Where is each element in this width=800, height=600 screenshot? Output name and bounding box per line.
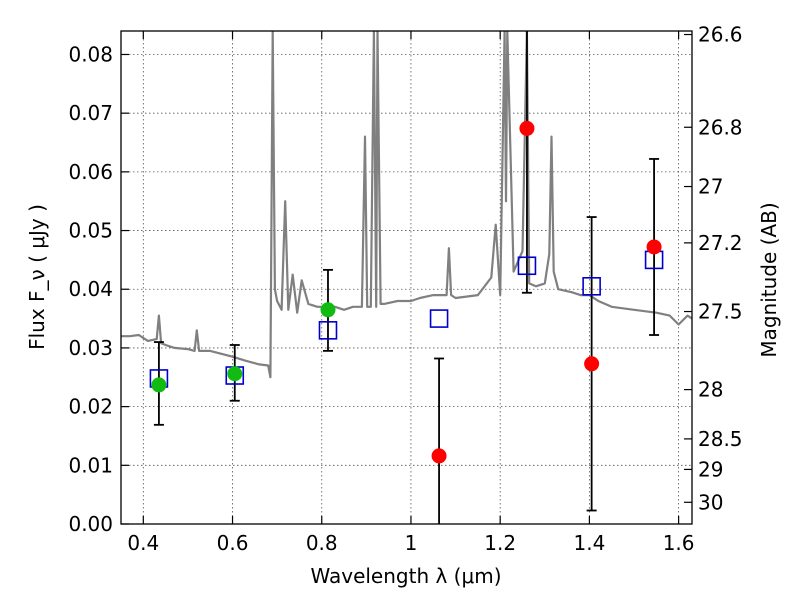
y-tick-label: 0.04	[68, 277, 113, 301]
right-axis-title: Magnitude (AB)	[757, 202, 781, 357]
red-data-point	[646, 239, 662, 255]
x-tick-label: 0.6	[217, 531, 249, 555]
model-square-point	[429, 309, 449, 328]
x-tick-label: 0.8	[306, 531, 338, 555]
x-tick-label: 1.4	[573, 531, 605, 555]
y-tick-label: 0.08	[68, 42, 113, 66]
x-tick-label: 1	[405, 531, 418, 555]
plot-frame	[120, 30, 693, 525]
x-tick-label: 1.2	[484, 531, 516, 555]
y-tick-label: 0.00	[68, 512, 113, 536]
x-tick-label: 0.4	[127, 531, 159, 555]
y-axis-title: Flux F_ν ( μJy )	[25, 204, 49, 350]
spectrum-line	[121, 31, 692, 379]
red-data-point	[519, 120, 535, 136]
tick-layer: 0.4 0.6 0.8 1 1.2 1.4 1.6 0.00 0.01 0.02 0.03 0.04 0…	[68, 23, 742, 555]
y-tick-label: 0.05	[68, 219, 113, 243]
model-square-point	[517, 256, 537, 276]
red-data-point	[584, 356, 600, 372]
green-data-point	[151, 377, 167, 393]
right-tick-label: 28.5	[698, 427, 743, 451]
red-data-point	[431, 448, 447, 464]
right-tick-label: 28	[698, 378, 723, 402]
right-tick-label: 26.6	[698, 23, 743, 47]
right-tick-label: 29	[698, 457, 723, 481]
x-tick-label: 1.6	[663, 531, 695, 555]
x-axis-title: Wavelength λ (μm)	[310, 564, 501, 588]
y-tick-label: 0.01	[68, 453, 113, 477]
y-tick-label: 0.03	[68, 336, 113, 360]
grid	[121, 31, 692, 525]
right-tick-label: 27	[698, 175, 723, 199]
green-data-point	[227, 366, 243, 382]
y-tick-label: 0.06	[68, 160, 113, 184]
y-tick-label: 0.02	[68, 395, 113, 419]
green-data-point	[320, 302, 336, 318]
right-tick-label: 27.2	[698, 231, 743, 255]
right-tick-label: 26.8	[698, 115, 743, 139]
marker-layer	[149, 120, 664, 464]
model-square-point	[582, 277, 601, 296]
y-tick-label: 0.07	[68, 101, 113, 125]
right-tick-label: 27.5	[698, 300, 743, 324]
spectrum-layer	[121, 31, 692, 379]
right-tick-label: 30	[698, 490, 723, 514]
model-square-point	[318, 321, 338, 340]
